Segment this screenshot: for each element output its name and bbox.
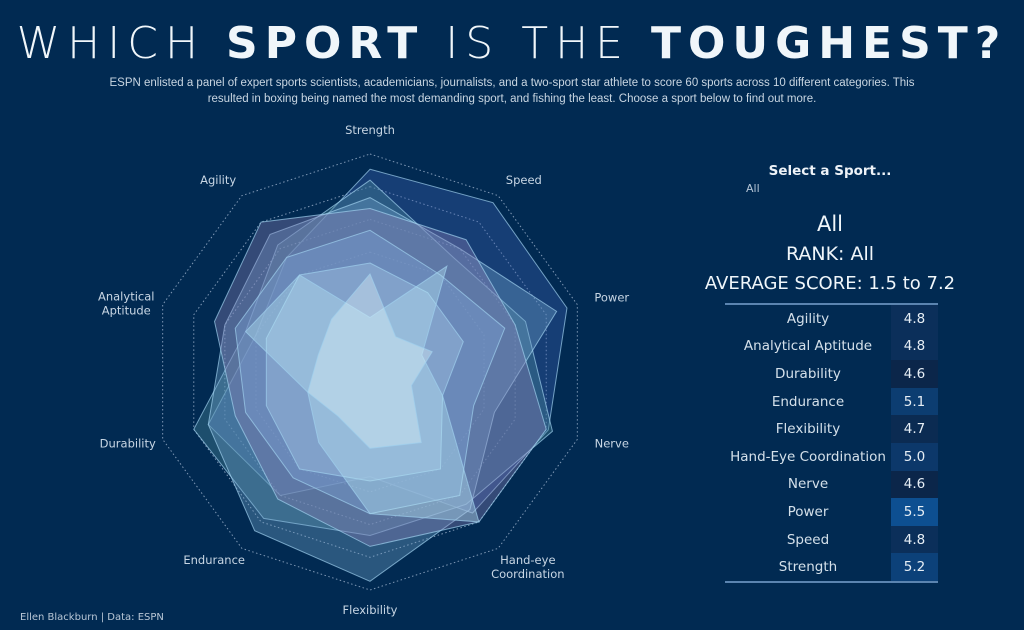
sport-filter-dropdown[interactable]: All bbox=[746, 182, 760, 195]
grid-ring bbox=[193, 186, 547, 558]
category-label: Endurance bbox=[771, 393, 845, 410]
sport-polygon[interactable] bbox=[207, 197, 558, 582]
axis-label: Hand-eye Coordination bbox=[491, 553, 565, 581]
score-cell: 4.7 bbox=[891, 415, 938, 443]
table-row: Durability 4.6 bbox=[725, 360, 938, 388]
sport-name: All bbox=[816, 212, 844, 236]
table-row: Nerve 4.6 bbox=[725, 470, 938, 499]
category-label: Speed bbox=[786, 531, 830, 548]
score-cell: 5.1 bbox=[891, 387, 938, 416]
table-row: Analytical Aptitude 4.8 bbox=[725, 332, 938, 361]
radar-chart: Strength Speed Power Nerve Hand-eye Coordinat… bbox=[98, 123, 629, 617]
table-row: Flexibility 4.7 bbox=[725, 415, 938, 443]
score-cell: 4.8 bbox=[891, 332, 938, 361]
score-cell: 5.2 bbox=[891, 553, 938, 581]
sport-filter-label: Select a Sport... bbox=[768, 163, 892, 179]
table-row: Power 5.5 bbox=[725, 498, 938, 526]
table-row: Speed 4.8 bbox=[725, 525, 938, 554]
score-table: Agility 4.8 Analytical Aptitude 4.8 Durabili… bbox=[725, 303, 938, 583]
credit: Ellen Blackburn | Data: ESPN bbox=[20, 612, 164, 623]
category-label: Strength bbox=[778, 559, 838, 576]
axis-label: Durability bbox=[100, 436, 156, 450]
grid-ring bbox=[224, 218, 516, 526]
title-bold: SPORT bbox=[226, 18, 425, 69]
sport-polygon[interactable] bbox=[244, 265, 480, 523]
page-title: WHICH SPORT IS THE TOUGHEST? bbox=[0, 18, 1024, 69]
axis-label: Flexibility bbox=[343, 603, 398, 617]
category-label: Nerve bbox=[787, 476, 829, 493]
score-cell: 4.6 bbox=[891, 470, 938, 499]
score-cell: 5.5 bbox=[891, 498, 938, 526]
table-row: Agility 4.8 bbox=[725, 305, 938, 333]
category-label: Power bbox=[787, 503, 829, 520]
category-label: Flexibility bbox=[775, 421, 841, 438]
axis-label: Strength bbox=[345, 123, 395, 137]
sport-polygon[interactable] bbox=[307, 272, 433, 449]
axis-label: Power bbox=[594, 291, 629, 305]
grid-ring bbox=[162, 153, 578, 591]
axis-label: Nerve bbox=[595, 436, 629, 450]
table-row: Hand-Eye Coordination 5.0 bbox=[725, 442, 938, 471]
title-part: WHICH bbox=[16, 18, 227, 69]
average-score: AVERAGE SCORE: 1.5 to 7.2 bbox=[704, 273, 956, 294]
title-part: IS THE bbox=[424, 18, 651, 69]
category-label: Hand-Eye Coordination bbox=[730, 448, 886, 465]
rank: RANK: All bbox=[785, 243, 875, 265]
category-label: Durability bbox=[775, 365, 841, 382]
score-cell: 5.0 bbox=[891, 442, 938, 471]
subtitle: ESPN enlisted a panel of expert sports s… bbox=[109, 77, 915, 105]
sport-polygon[interactable] bbox=[207, 168, 568, 514]
axis-label: Agility bbox=[200, 173, 236, 187]
category-label: Analytical Aptitude bbox=[743, 338, 873, 355]
axis-label: Analytical Aptitude bbox=[98, 290, 154, 318]
table-row: Endurance 5.1 bbox=[725, 387, 938, 416]
title-bold: TOUGHEST? bbox=[650, 18, 1008, 69]
score-cell: 4.8 bbox=[891, 305, 938, 333]
axis-label: Speed bbox=[506, 173, 542, 187]
axis-label: Endurance bbox=[183, 553, 245, 567]
score-cell: 4.8 bbox=[891, 525, 938, 554]
score-cell: 4.6 bbox=[891, 360, 938, 388]
table-row: Strength 5.2 bbox=[725, 553, 938, 581]
sport-polygon[interactable] bbox=[213, 207, 547, 547]
category-label: Agility bbox=[786, 310, 830, 327]
